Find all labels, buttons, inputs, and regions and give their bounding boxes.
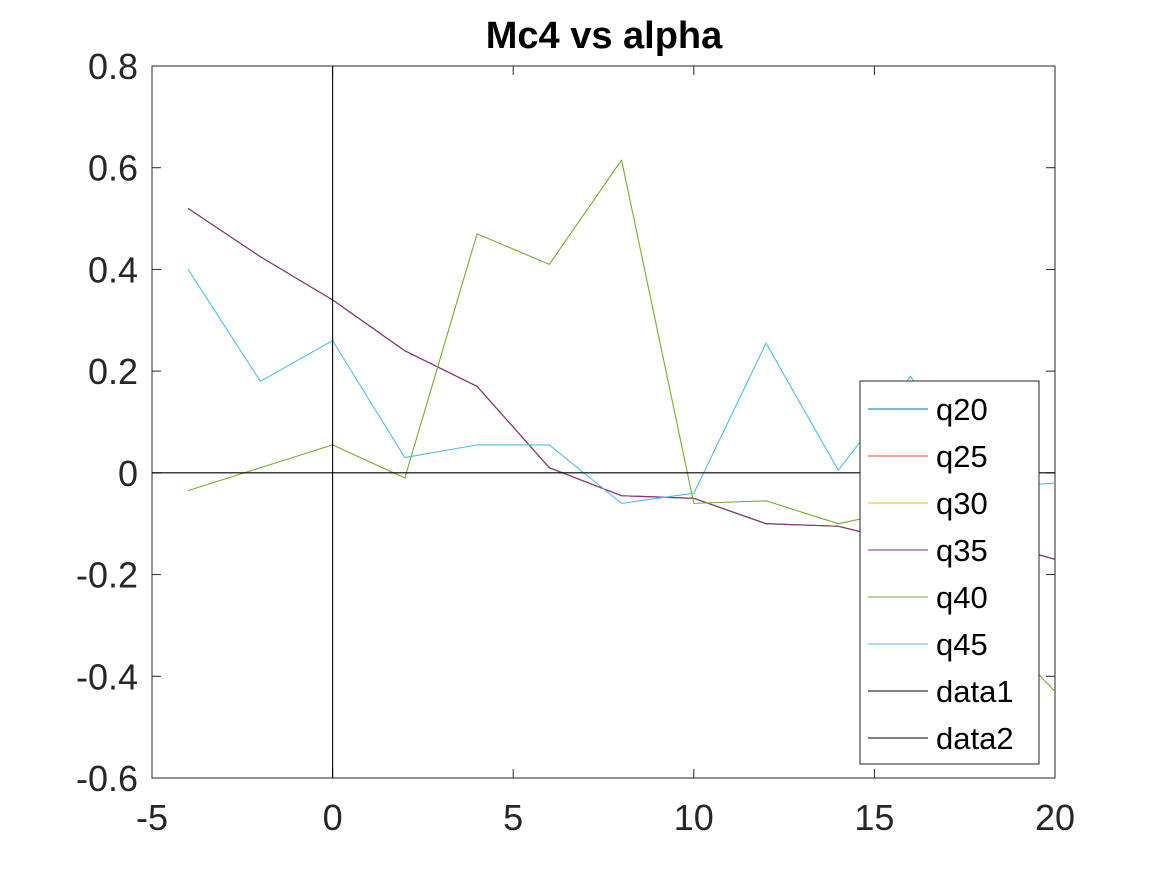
legend: q20 q25 q30 q35 q40 q45 data1 data2 — [859, 380, 1040, 765]
legend-label-q30: q30 — [936, 486, 988, 521]
legend-label-q45: q45 — [936, 627, 988, 662]
x-tick-label: 20 — [1035, 797, 1075, 838]
y-tick-label: 0.8 — [88, 46, 138, 87]
legend-box — [859, 380, 1040, 765]
legend-label-q25: q25 — [936, 439, 988, 474]
x-tick-label: 10 — [674, 797, 714, 838]
x-tick-label: 5 — [503, 797, 523, 838]
x-tick-label: 15 — [854, 797, 894, 838]
chart-title: Mc4 vs alpha — [486, 15, 723, 57]
y-tick-label: -0.6 — [76, 758, 138, 799]
axes-box — [151, 65, 1056, 779]
legend-label-data1: data1 — [936, 674, 1014, 709]
y-tick-label: 0.6 — [88, 148, 138, 189]
legend-label-data2: data2 — [936, 721, 1014, 756]
y-tick-label: 0.4 — [88, 249, 138, 290]
y-tick-label: -0.2 — [76, 555, 138, 596]
y-tick-label: -0.4 — [76, 656, 138, 697]
x-tick-label: 0 — [323, 797, 343, 838]
legend-label-q35: q35 — [936, 533, 988, 568]
y-tick-label: 0.2 — [88, 351, 138, 392]
legend-label-q40: q40 — [936, 580, 988, 615]
x-tick-label: -5 — [136, 797, 168, 838]
legend-label-q20: q20 — [936, 392, 988, 427]
y-tick-label: 0 — [118, 453, 138, 494]
